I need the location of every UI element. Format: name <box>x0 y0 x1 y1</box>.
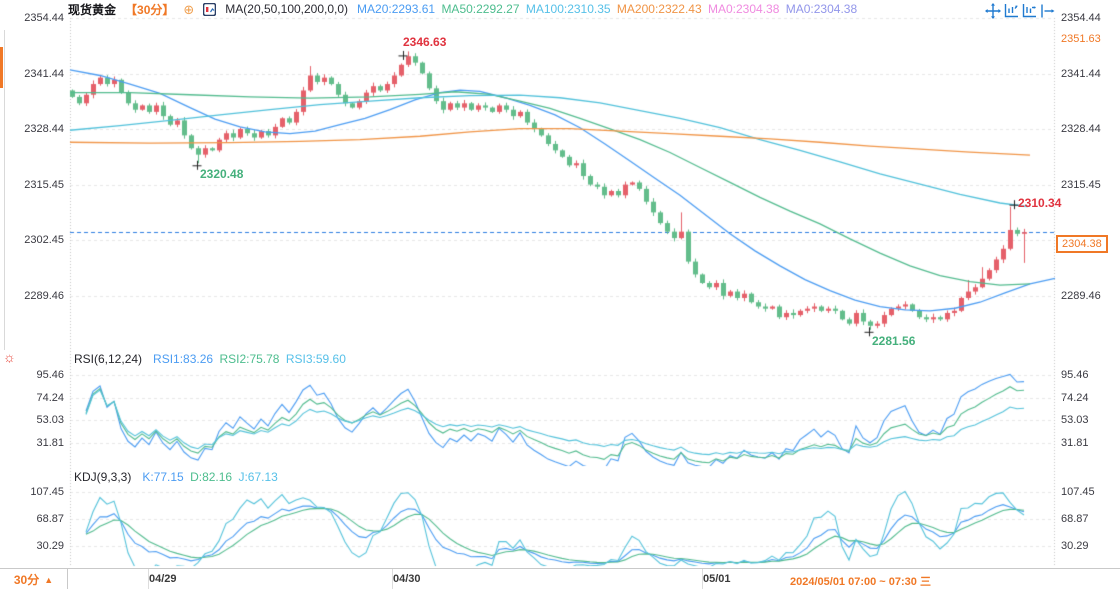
timeframe-selector[interactable]: 30分 ▲ <box>0 569 68 589</box>
price-axis-label-right: 2289.46 <box>1061 290 1101 302</box>
left-scrollbar-thumb[interactable] <box>0 47 3 88</box>
price-axis-label-left: 2354.44 <box>24 12 64 24</box>
rsi-axis-label-left: 95.46 <box>36 369 64 381</box>
axis-zoom-in-icon[interactable] <box>1003 3 1019 19</box>
current-bar-time-label: 2024/05/01 07:00 ~ 07:30 三 <box>790 576 931 588</box>
ma-legend-item: MA0:2304.38 <box>708 2 780 16</box>
rsi-legend-item: RSI3:59.60 <box>285 352 346 366</box>
chart-header: 现货黄金 【30分】 ⊕ MA(20,50,100,200,0,0) MA20:… <box>68 1 860 17</box>
rsi-axis-label-left: 53.03 <box>36 413 64 426</box>
kdj-legend-item: K:77.15 <box>142 470 184 484</box>
timeframe-selector-label: 30分 <box>13 573 40 587</box>
ma-legend-item: MA100:2310.35 <box>525 2 611 16</box>
price-axis-label-right: 2354.44 <box>1061 12 1101 24</box>
chart-toolbar <box>985 3 1055 19</box>
kdj-axis-label-left: 68.87 <box>36 512 64 525</box>
axis-zoom-out-icon[interactable] <box>1021 3 1037 19</box>
kdj-legend: K:77.15 D:82.16 J:67.13 <box>142 470 280 484</box>
x-axis-date-label: 05/01 <box>703 573 731 585</box>
kdj-axis-label-left: 107.45 <box>30 486 64 498</box>
price-axis-label-right: 2328.44 <box>1061 123 1101 136</box>
rsi-pane-header: RSI(6,12,24) RSI1:83.26 RSI2:75.78 RSI3:… <box>74 352 349 366</box>
kdj-axis-label-right: 107.45 <box>1061 486 1095 498</box>
price-axis-label-left: 2328.44 <box>24 123 64 136</box>
date-tick <box>702 569 703 589</box>
kdj-axis-label-right: 68.87 <box>1061 512 1089 525</box>
ma-formula: MA(20,50,100,200,0,0) <box>225 2 349 16</box>
shift-right-icon[interactable] <box>1039 3 1055 19</box>
rsi-axis-label-left: 74.24 <box>36 391 64 404</box>
price-annotation: 2310.34 <box>1018 195 1062 210</box>
ma-legend: MA20:2293.61 MA50:2292.27 MA100:2310.35 … <box>357 2 860 16</box>
x-axis-date-label: 04/29 <box>149 573 177 585</box>
kdj-formula: KDJ(9,3,3) <box>74 470 132 484</box>
kdj-axis-label-right: 30.29 <box>1061 539 1089 552</box>
triangle-up-icon: ▲ <box>44 574 54 585</box>
left-scrollbar-track[interactable] <box>4 30 5 350</box>
rsi-axis-label-left: 31.81 <box>36 436 64 449</box>
instrument-title: 现货黄金 <box>68 2 117 17</box>
last-price-box: 2304.38 <box>1056 235 1108 254</box>
price-axis-label-right: 2341.44 <box>1061 67 1101 80</box>
date-tick <box>148 569 149 589</box>
price-annotation: 2346.63 <box>403 35 447 50</box>
session-high-label: 2351.63 <box>1061 33 1101 45</box>
ma-legend-item: MA0:2304.38 <box>785 2 858 16</box>
rsi-axis-label-right: 31.81 <box>1061 436 1089 449</box>
kdj-legend-item: J:67.13 <box>238 470 278 484</box>
rsi-axis-label-right: 53.03 <box>1061 413 1089 426</box>
indicator-sun-icon[interactable]: ☼ <box>3 349 16 365</box>
kdj-pane-header: KDJ(9,3,3) K:77.15 D:82.16 J:67.13 <box>74 470 281 484</box>
price-annotation: 2320.48 <box>200 167 244 182</box>
ma-legend-item: MA50:2292.27 <box>441 2 520 16</box>
rsi-legend-item: RSI2:75.78 <box>219 352 280 366</box>
kdj-legend-item: D:82.16 <box>190 470 233 484</box>
ma-legend-item: MA20:2293.61 <box>357 2 436 16</box>
rsi-legend-item: RSI1:83.26 <box>153 352 214 366</box>
compare-icon[interactable]: ⊕ <box>183 1 195 17</box>
chart-type-icon[interactable] <box>202 2 217 16</box>
price-axis-label-right: 2315.45 <box>1061 178 1101 191</box>
price-axis-label-left: 2341.44 <box>24 67 64 80</box>
pan-move-icon[interactable] <box>985 3 1001 19</box>
price-axis-label-left: 2315.45 <box>24 178 64 191</box>
rsi-axis-label-right: 95.46 <box>1061 369 1089 381</box>
price-axis-label-left: 2289.46 <box>24 290 64 302</box>
x-axis-date-label: 04/30 <box>393 573 421 585</box>
rsi-legend: RSI1:83.26 RSI2:75.78 RSI3:59.60 <box>153 352 349 366</box>
price-annotation: 2281.56 <box>872 333 916 348</box>
timeframe-label[interactable]: 【30分】 <box>125 2 175 17</box>
time-axis-bar: 30分 ▲ 04/29 04/30 05/01 2024/05/01 07:00 ~… <box>0 568 1120 589</box>
rsi-axis-label-right: 74.24 <box>1061 391 1089 404</box>
price-axis-label-left: 2302.45 <box>24 234 64 247</box>
ma-legend-item: MA200:2322.43 <box>616 2 702 16</box>
date-tick <box>392 569 393 589</box>
rsi-formula: RSI(6,12,24) <box>74 352 143 366</box>
kdj-axis-label-left: 30.29 <box>36 539 64 552</box>
